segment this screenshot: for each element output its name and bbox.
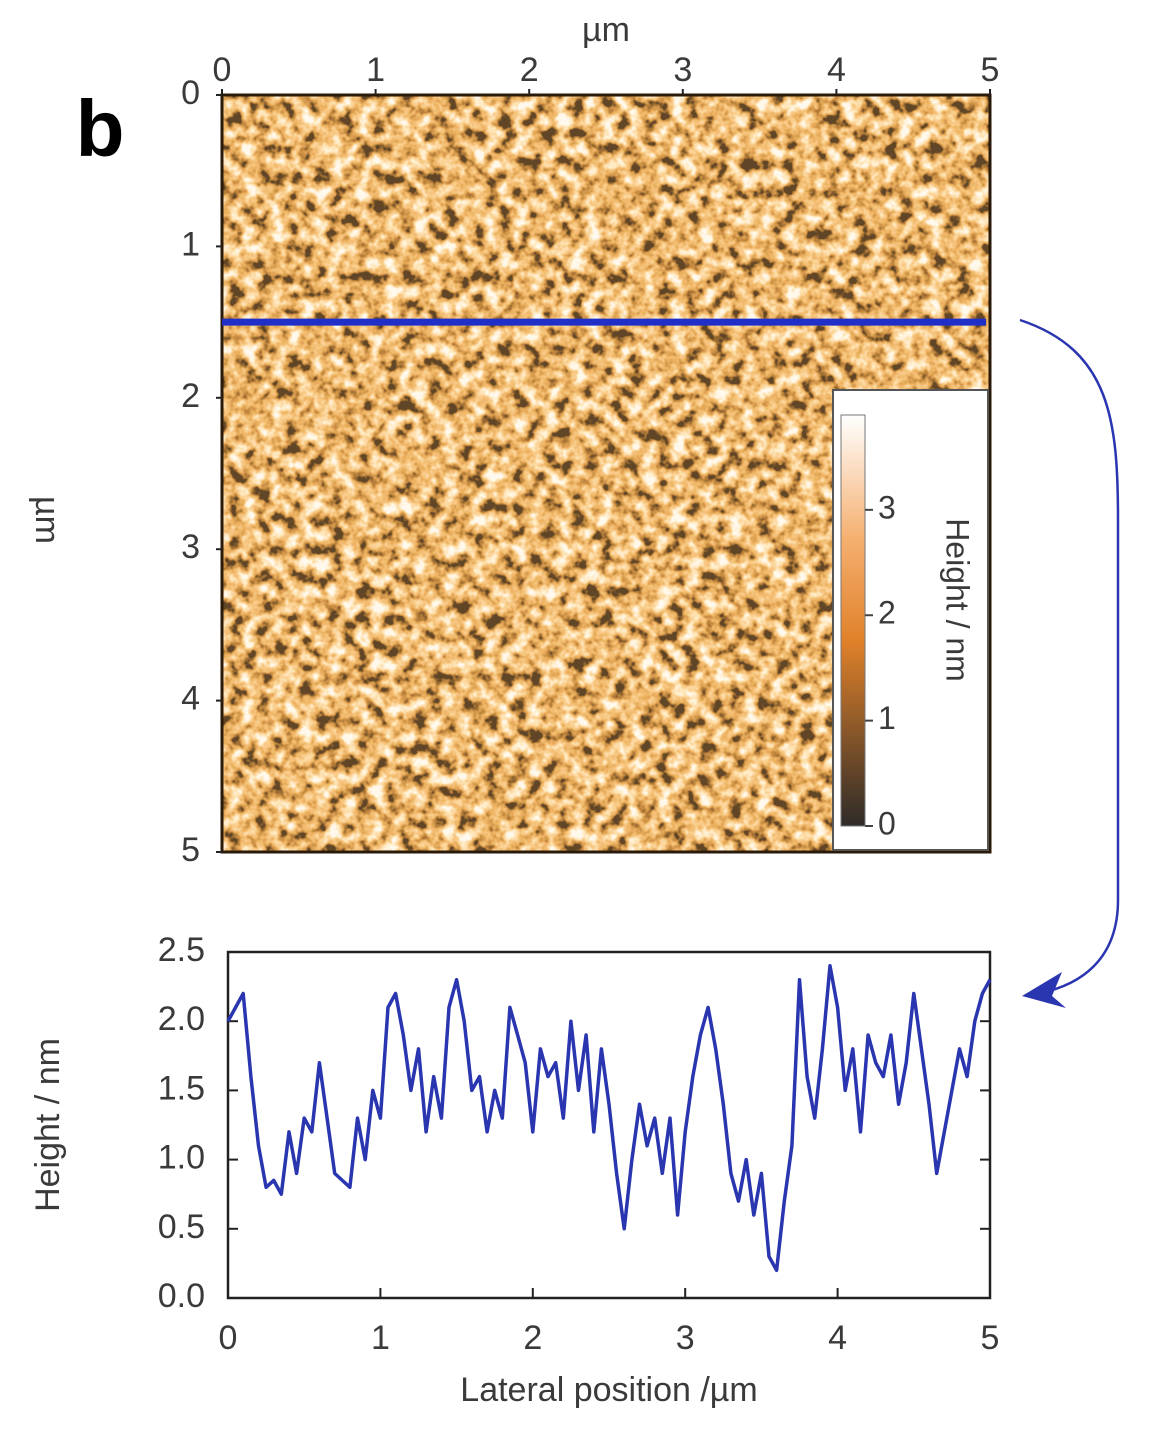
x-axis-label: Lateral position /µm bbox=[460, 1371, 757, 1409]
y-tick-label: 1.5 bbox=[158, 1069, 205, 1107]
y-tick-label: 2.5 bbox=[158, 931, 205, 969]
x-tick-label: 3 bbox=[676, 1319, 695, 1357]
x-tick-label: 1 bbox=[371, 1319, 390, 1357]
profile-panel: 0 1 2 3 4 5 0.0 0.5 1.0 1.5 2.0 2.5 Lateral position… bbox=[29, 931, 999, 1409]
x-tick-label: 4 bbox=[828, 1319, 847, 1357]
y-tick-label: 0.5 bbox=[158, 1208, 205, 1246]
x-tick-label: 1 bbox=[366, 51, 385, 89]
y-axis-label: Height / nm bbox=[29, 1038, 67, 1212]
x-tick-label: 0 bbox=[219, 1319, 238, 1357]
y-tick-label: 1 bbox=[181, 225, 200, 263]
x-tick-label: 0 bbox=[213, 51, 232, 89]
colorbar-tick-label: 1 bbox=[878, 700, 896, 736]
y-tick-label: 0.0 bbox=[158, 1277, 205, 1315]
x-tick-label: 4 bbox=[827, 51, 846, 89]
x-axis-label: µm bbox=[582, 11, 630, 49]
x-tick-label: 5 bbox=[981, 51, 1000, 89]
image-border bbox=[220, 93, 992, 854]
y-axis-label: µm bbox=[28, 496, 66, 544]
x-tick-label: 5 bbox=[981, 1319, 1000, 1357]
colorbar bbox=[840, 414, 866, 827]
y-tick-label: 0 bbox=[181, 74, 200, 112]
y-tick-label: 1.0 bbox=[158, 1139, 205, 1177]
colorbar-tick-label: 2 bbox=[878, 595, 896, 631]
y-tick-label: 5 bbox=[181, 831, 200, 869]
colorbar-tick-label: 3 bbox=[878, 489, 896, 525]
y-tick-label: 2 bbox=[181, 377, 200, 415]
arrow-head bbox=[1022, 972, 1066, 1008]
y-tick-label: 4 bbox=[181, 680, 200, 718]
x-tick-label: 2 bbox=[520, 51, 539, 89]
profile-curve bbox=[226, 964, 992, 1273]
y-tick-label: 2.0 bbox=[158, 1000, 205, 1038]
plot-frame bbox=[226, 950, 992, 1300]
x-tick-label: 3 bbox=[673, 51, 692, 89]
heatmap-panel: b µm µm 0 1 2 3 4 5 0 1 2 3 4 5 0 1 2 3 Height / nm bbox=[28, 11, 999, 869]
y-tick-label: 3 bbox=[181, 528, 200, 566]
colorbar-tick-label: 0 bbox=[878, 805, 896, 841]
panel-label: b bbox=[76, 84, 125, 173]
x-tick-label: 2 bbox=[523, 1319, 542, 1357]
arrow bbox=[1019, 318, 1120, 995]
colorbar-label: Height / nm bbox=[940, 518, 976, 682]
